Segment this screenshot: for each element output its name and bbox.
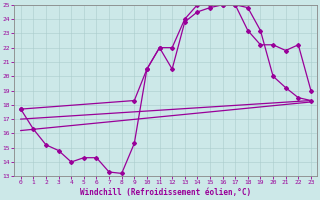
X-axis label: Windchill (Refroidissement éolien,°C): Windchill (Refroidissement éolien,°C) [80, 188, 252, 197]
